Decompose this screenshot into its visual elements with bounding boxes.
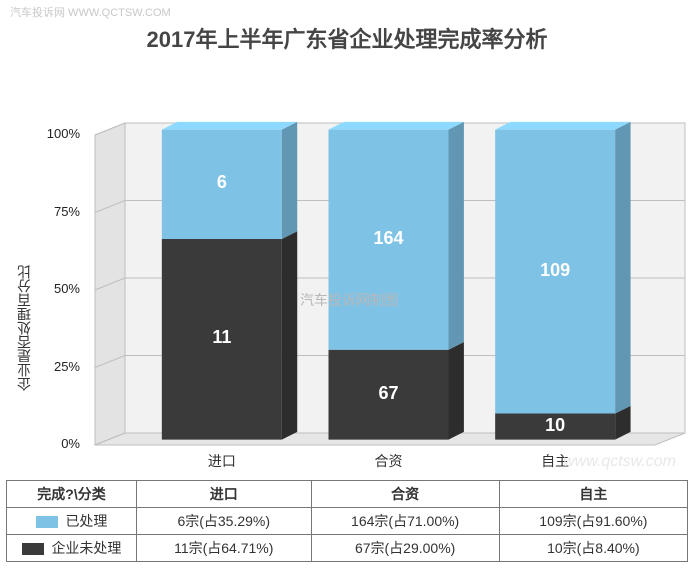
chart-title: 2017年上半年广东省企业处理完成率分析	[0, 22, 694, 54]
legend-label: 企业未处理	[51, 540, 121, 556]
legend-swatch-processed	[36, 516, 58, 528]
chart-center-watermark: 汽车投诉网制图	[300, 290, 398, 310]
chart-area: 企业是否处理百分比 0%25%50%75%100%116进口67164合资101…	[0, 65, 694, 475]
x-category-label: 合资	[329, 451, 449, 471]
table-corner-header: 完成?\分类	[7, 481, 137, 508]
table-cell: 11宗(占64.71%)	[137, 535, 312, 562]
legend-swatch-unprocessed	[22, 543, 44, 555]
chart-svg	[0, 65, 694, 485]
y-tick-label: 50%	[40, 281, 80, 296]
x-category-label: 进口	[162, 451, 282, 471]
watermark-top: 汽车投诉网 WWW.QCTSW.COM	[10, 4, 171, 20]
legend-label: 已处理	[65, 513, 107, 529]
table-row-label: 企业未处理	[7, 535, 137, 562]
table-cell: 164宗(占71.00%)	[311, 508, 499, 535]
table-col-header: 合资	[311, 481, 499, 508]
y-tick-label: 75%	[40, 204, 80, 219]
table-row: 已处理 6宗(占35.29%) 164宗(占71.00%) 109宗(占91.6…	[7, 508, 688, 535]
y-tick-label: 25%	[40, 359, 80, 374]
y-tick-label: 0%	[40, 436, 80, 451]
data-table: 完成?\分类 进口 合资 自主 已处理 6宗(占35.29%) 164宗(占71…	[6, 480, 688, 562]
table-col-header: 进口	[137, 481, 312, 508]
table-cell: 10宗(占8.40%)	[499, 535, 687, 562]
watermark-bottom-right: www.qctsw.com	[563, 453, 676, 471]
table-header-row: 完成?\分类 进口 合资 自主	[7, 481, 688, 508]
table-col-header: 自主	[499, 481, 687, 508]
table-cell: 67宗(占29.00%)	[311, 535, 499, 562]
table-cell: 109宗(占91.60%)	[499, 508, 687, 535]
table-row: 企业未处理 11宗(占64.71%) 67宗(占29.00%) 10宗(占8.4…	[7, 535, 688, 562]
table-row-label: 已处理	[7, 508, 137, 535]
y-tick-label: 100%	[40, 126, 80, 141]
table-cell: 6宗(占35.29%)	[137, 508, 312, 535]
